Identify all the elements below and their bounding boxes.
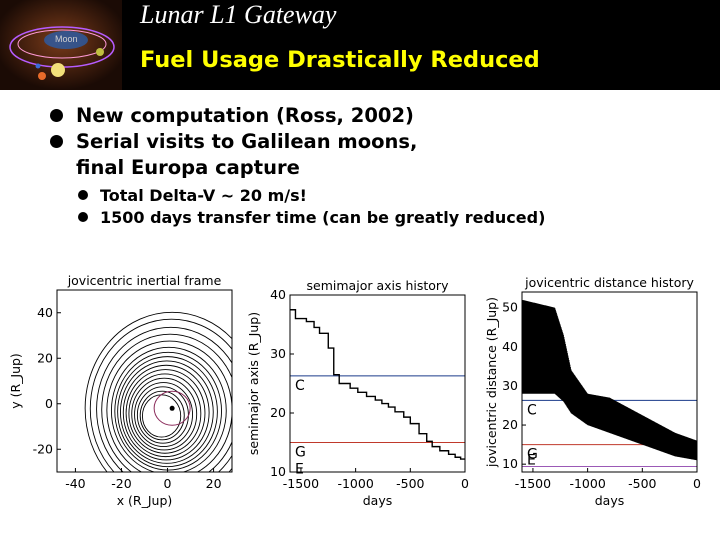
bullet-text-continued: final Europa capture: [76, 156, 300, 179]
sub-bullet-text: Total Delta-V ~ 20 m/s!: [100, 186, 307, 205]
x-tick-label: -40: [65, 476, 85, 491]
gateway-logo-icon: Moon: [0, 0, 122, 90]
x-tick-label: 20: [206, 476, 222, 491]
bullet-dot-icon: [78, 190, 88, 200]
orbit-path: [117, 356, 218, 468]
plot-area: [290, 309, 465, 460]
y-tick-label: 40: [502, 339, 518, 354]
x-tick-label: -500: [396, 476, 424, 491]
moon-label-C: C: [527, 402, 537, 418]
y-tick-label: 30: [270, 346, 286, 361]
plot-frame: [56, 289, 233, 473]
y-tick-label: -20: [33, 441, 53, 456]
y-tick-label: 40: [37, 305, 53, 320]
distance-series-line: [522, 299, 697, 461]
y-tick-label: 20: [502, 417, 518, 432]
x-tick-label: 0: [693, 476, 701, 491]
x-tick-label: -20: [111, 476, 131, 491]
moon-label-G: G: [295, 445, 306, 461]
x-tick-label: -1500: [515, 476, 551, 491]
bullet-item: New computation (Ross, 2002): [50, 103, 710, 129]
orbit-path: [84, 311, 232, 472]
orbit-path: [139, 390, 185, 441]
moon-label-G: G: [527, 447, 538, 463]
orbit-path: [114, 351, 222, 471]
figure-panel: jovicentric inertial frame -40 -20 0 20 40 20 0…: [8, 273, 701, 508]
jupiter-point: [169, 405, 175, 411]
y-axis-label: y (R_Jup): [8, 353, 23, 409]
bullet-dot-icon: [50, 109, 63, 122]
y-tick-label: 10: [270, 464, 286, 479]
chart-title: jovicentric inertial frame: [67, 273, 222, 288]
moon-label-E: E: [295, 462, 304, 478]
orbit-path: [101, 333, 232, 472]
sub-bullet-item: Total Delta-V ~ 20 m/s!: [50, 185, 710, 207]
y-tick-label: 20: [37, 350, 53, 365]
x-tick-label: -1500: [283, 476, 319, 491]
bullet-text: New computation (Ross, 2002): [76, 104, 414, 127]
semimajor-series-line: [290, 309, 465, 460]
x-tick-label: -500: [628, 476, 656, 491]
y-tick-label: 20: [270, 405, 286, 420]
logo-moon-label: Moon: [55, 34, 78, 44]
orbit-path: [89, 318, 232, 472]
plot-frame: [521, 291, 698, 473]
x-tick-label: 0: [461, 476, 469, 491]
x-axis-label: x (R_Jup): [117, 493, 173, 508]
bullet-dot-icon: [50, 135, 63, 148]
orbit-path: [110, 346, 227, 472]
plot-area: [84, 311, 232, 472]
bullet-item: Serial visits to Galilean moons, final E…: [50, 129, 710, 181]
orbit-path: [125, 369, 206, 458]
bullet-list: New computation (Ross, 2002) Serial visi…: [50, 103, 710, 229]
y-tick-label: 50: [502, 300, 518, 315]
y-tick-label: 40: [270, 287, 286, 302]
x-axis-label: days: [363, 493, 393, 508]
orbit-path: [120, 360, 214, 464]
moon-orbit-path: [153, 390, 191, 426]
orbit-path: [128, 373, 202, 454]
y-axis-label: jovicentric distance (R_Jup): [484, 297, 499, 468]
orbit-path: [106, 340, 232, 472]
sub-bullet-text: 1500 days transfer time (can be greatly …: [100, 208, 546, 227]
x-tick-label: -1000: [569, 476, 605, 491]
x-tick-label: -1000: [337, 476, 373, 491]
orbit-path: [131, 377, 198, 451]
plot-area: [522, 299, 697, 468]
slide-title: Lunar L1 Gateway: [140, 0, 337, 29]
chart-title: semimajor axis history: [307, 278, 450, 293]
y-axis-label: semimajor axis (R_Jup): [246, 312, 261, 455]
orbit-path: [96, 326, 232, 472]
y-tick-label: 0: [45, 396, 53, 411]
slide-header: Moon Lunar L1 Gateway Fuel Usage Drastic…: [0, 0, 720, 90]
sub-bullet-item: 1500 days transfer time (can be greatly …: [50, 207, 710, 229]
bullet-dot-icon: [78, 212, 88, 222]
moon-label-C: C: [295, 378, 305, 394]
x-tick-label: 0: [164, 476, 172, 491]
plot-frame: [289, 294, 466, 473]
orbit-path: [134, 382, 194, 447]
moon-label-E: E: [527, 453, 536, 469]
slide-subtitle: Fuel Usage Drastically Reduced: [140, 47, 540, 73]
x-axis-label: days: [595, 493, 625, 508]
y-tick-label: 30: [502, 378, 518, 393]
y-tick-label: 10: [502, 456, 518, 471]
orbit-path: [122, 364, 210, 461]
bullet-text: Serial visits to Galilean moons,: [76, 130, 418, 153]
chart-title: jovicentric distance history: [524, 275, 694, 290]
orbit-path: [141, 394, 182, 438]
